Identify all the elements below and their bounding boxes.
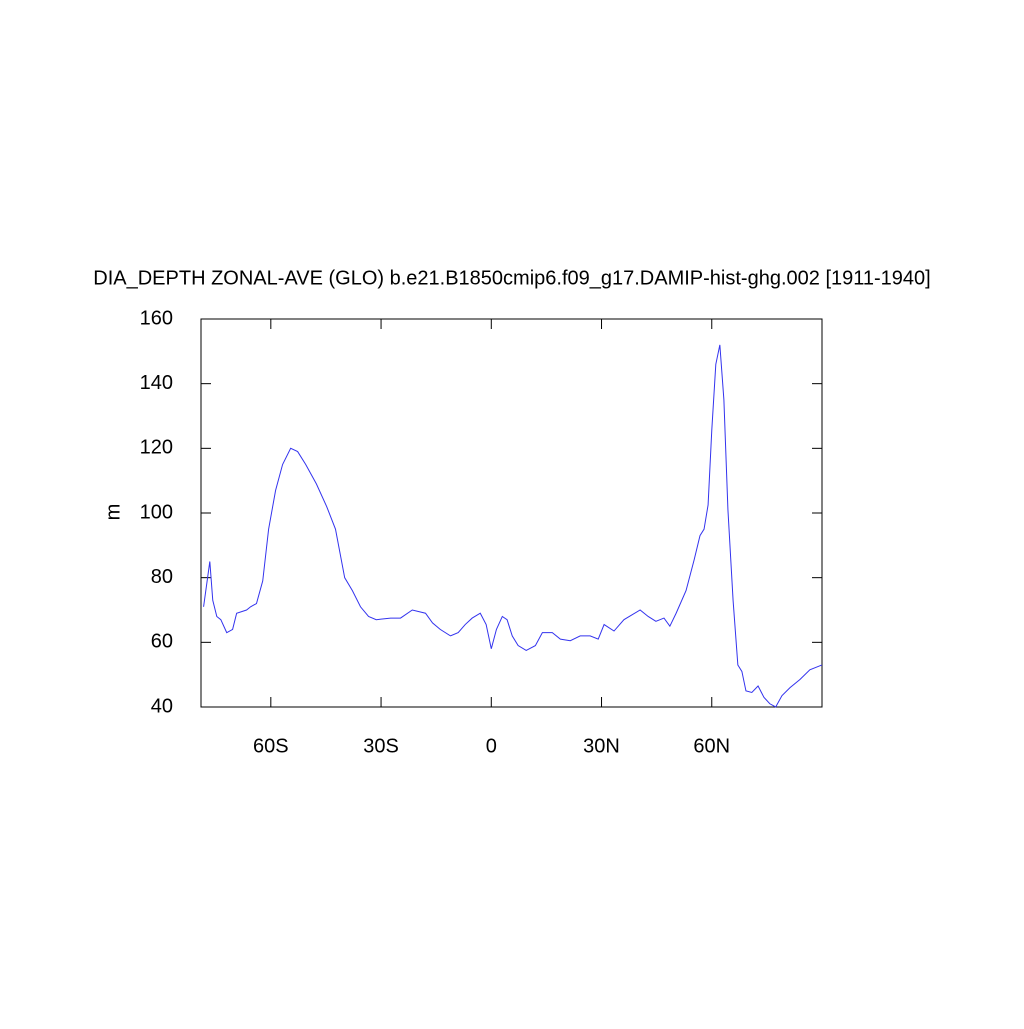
y-tick-label: 120 [140,437,173,459]
x-tick-label: 0 [486,735,497,757]
x-tick-label: 30S [363,735,399,757]
y-axis-label: m [102,504,124,521]
y-tick-label: 140 [140,372,173,394]
x-tick-label: 60S [253,735,289,757]
y-tick-label: 80 [151,566,173,588]
plot-frame [200,318,823,708]
y-tick-label: 60 [151,631,173,653]
y-tick-label: 100 [140,501,173,523]
data-line [203,344,823,708]
y-tick-label: 160 [140,307,173,329]
x-tick-label: 30N [583,735,620,757]
x-tick-label: 60N [693,735,730,757]
y-tick-label: 40 [151,695,173,717]
chart-title: DIA_DEPTH ZONAL-AVE (GLO) b.e21.B1850cmi… [93,267,930,289]
